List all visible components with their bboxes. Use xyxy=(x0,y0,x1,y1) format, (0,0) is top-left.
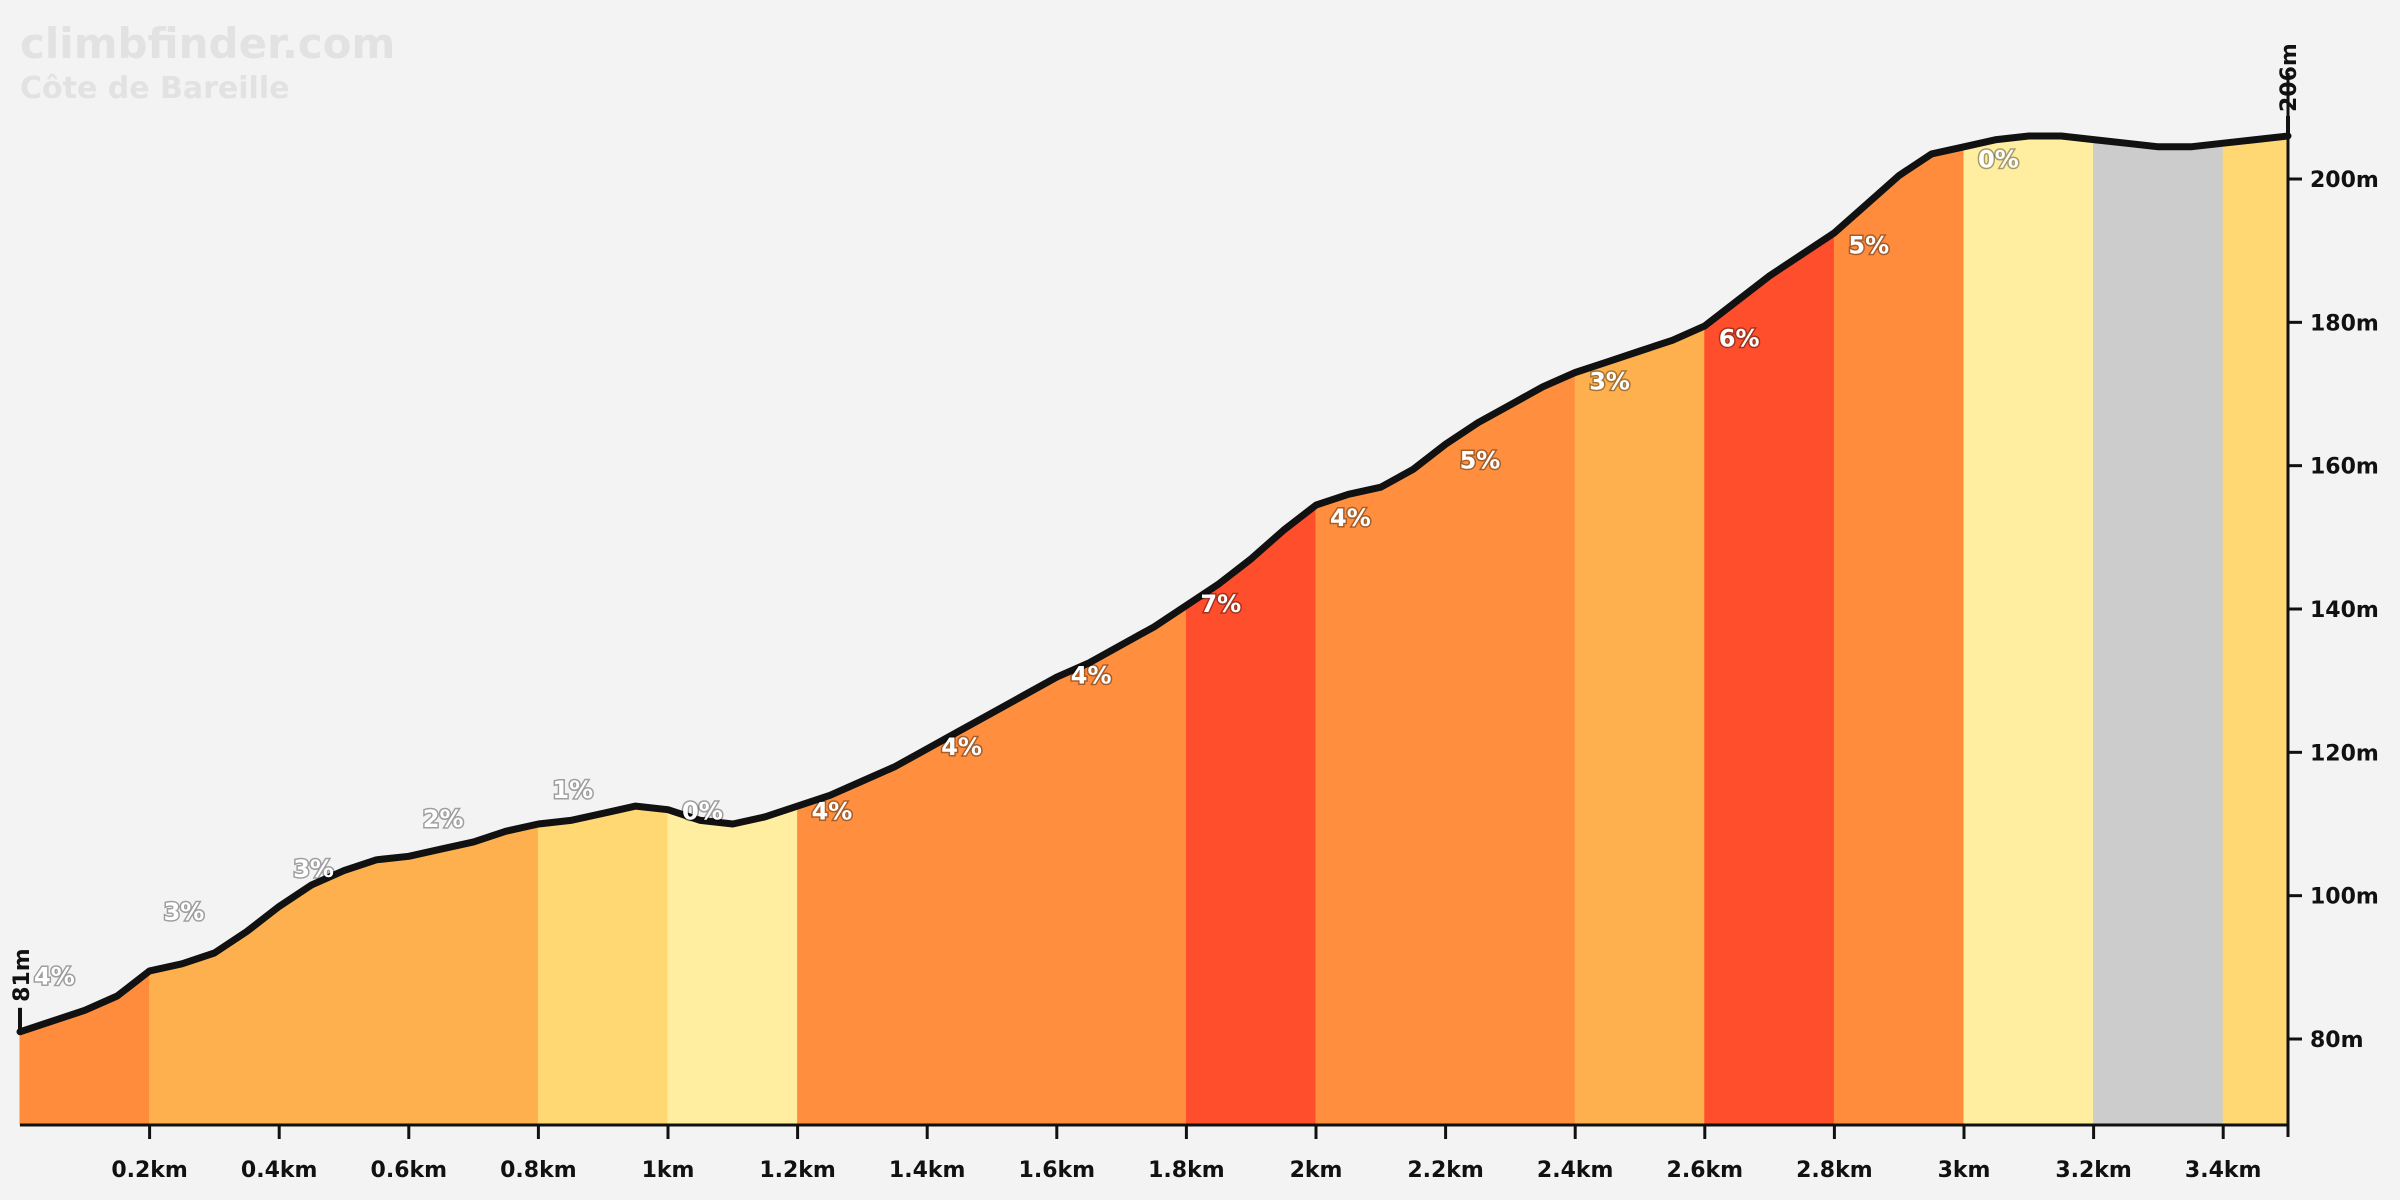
segment-gradient-label: 2% xyxy=(423,805,464,833)
watermark-climb-name: Côte de Bareille xyxy=(20,71,289,106)
x-tick-label: 1.6km xyxy=(1019,1158,1096,1183)
axes: 0.2km 0.4km 0.6km 0.8km 1km 1.2km 1.4km 1.6km 1.… xyxy=(10,43,2379,1183)
segment-gradient-label: 6% xyxy=(1719,325,1760,353)
y-tick-label: 140m xyxy=(2310,598,2379,623)
segment-gradient-label: 3% xyxy=(1589,368,1630,396)
segment-gradient-label: 5% xyxy=(1460,447,1501,475)
segment-area xyxy=(667,805,799,1126)
x-tick-label: 1.8km xyxy=(1148,1158,1225,1183)
x-tick-label: 2.8km xyxy=(1796,1158,1873,1183)
segment-area xyxy=(149,905,280,1126)
gradient-segments xyxy=(19,135,2289,1126)
segment-area xyxy=(1315,443,1447,1126)
x-tick-label: 3.4km xyxy=(2185,1158,2262,1183)
profile-line xyxy=(16,132,2292,1036)
segment-area xyxy=(1445,371,1576,1126)
segment-gradient-label: 4% xyxy=(1330,504,1371,532)
end-elevation-label: 206m xyxy=(2277,43,2302,112)
segment-gradient-label: 1% xyxy=(552,776,593,804)
y-tick-label: 180m xyxy=(2310,311,2379,336)
x-tick-label: 2.2km xyxy=(1407,1158,1484,1183)
x-tick-label: 1.4km xyxy=(889,1158,966,1183)
x-tick-label: 1km xyxy=(642,1158,695,1183)
segment-gradient-label: 3% xyxy=(293,855,334,883)
y-tick-label: 80m xyxy=(2310,1028,2364,1053)
y-tick-label: 200m xyxy=(2310,168,2379,193)
x-tick-label: 0.4km xyxy=(241,1158,318,1183)
x-tick-label: 0.6km xyxy=(371,1158,448,1183)
segment-gradient-label: 0% xyxy=(682,798,723,826)
segment-gradient-label: 4% xyxy=(812,798,853,826)
gradient-labels: 4% 3% 3% 2% 1% 0% 4% 4% 4% 7% 4% 5% 3% 6% 5% 0% xyxy=(33,144,2021,992)
segment-area xyxy=(537,805,669,1126)
segment-gradient-label: 4% xyxy=(941,733,982,761)
segment-gradient-label: 7% xyxy=(1200,590,1241,618)
x-tick-label: 0.2km xyxy=(111,1158,188,1183)
x-tick-label: 2km xyxy=(1290,1158,1343,1183)
segment-area xyxy=(19,969,151,1126)
x-tick-label: 3.2km xyxy=(2055,1158,2132,1183)
segment-area xyxy=(1833,146,1965,1126)
start-elevation-label: 81m xyxy=(10,948,35,1002)
segment-gradient-label: 3% xyxy=(164,898,205,926)
segment-area xyxy=(1574,325,1706,1126)
segment-area xyxy=(1963,135,2095,1126)
x-tick-label: 2.4km xyxy=(1537,1158,1614,1183)
x-tick-label: 0.8km xyxy=(500,1158,577,1183)
segment-gradient-label: 0% xyxy=(1978,146,2019,174)
y-tick-label: 100m xyxy=(2310,885,2379,910)
x-tick-label: 1.2km xyxy=(759,1158,836,1183)
x-tick-label: 3km xyxy=(1938,1158,1991,1183)
segment-area xyxy=(408,823,539,1126)
y-tick-label: 120m xyxy=(2310,741,2379,766)
y-tick-label: 160m xyxy=(2310,455,2379,480)
segment-area xyxy=(2222,135,2289,1126)
segment-gradient-label: 4% xyxy=(1071,662,1112,690)
segment-gradient-label: 4% xyxy=(34,963,75,991)
watermark-site: climbfinder.com xyxy=(20,19,395,68)
segment-gradient-label: 5% xyxy=(1848,232,1889,260)
segment-area xyxy=(2093,139,2224,1126)
segment-area xyxy=(1704,231,1835,1126)
x-tick-label: 2.6km xyxy=(1667,1158,1744,1183)
